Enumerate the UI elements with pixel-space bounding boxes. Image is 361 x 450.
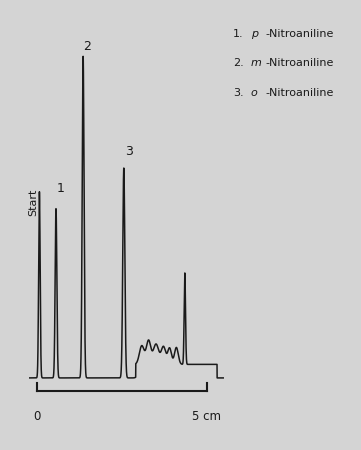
- Text: o: o: [251, 88, 258, 98]
- Text: 3.: 3.: [233, 88, 243, 98]
- Text: 2: 2: [84, 40, 91, 53]
- Text: 1.: 1.: [233, 29, 243, 39]
- Text: 5 cm: 5 cm: [192, 410, 221, 423]
- Text: 0: 0: [34, 410, 41, 423]
- Text: Start: Start: [28, 188, 38, 216]
- Text: 1: 1: [56, 182, 64, 195]
- Text: m: m: [251, 58, 262, 68]
- Text: 3: 3: [125, 145, 133, 158]
- Text: -Nitroaniline: -Nitroaniline: [265, 29, 334, 39]
- Text: -Nitroaniline: -Nitroaniline: [265, 58, 334, 68]
- Text: 2.: 2.: [233, 58, 244, 68]
- Text: -Nitroaniline: -Nitroaniline: [265, 88, 334, 98]
- Text: p: p: [251, 29, 258, 39]
